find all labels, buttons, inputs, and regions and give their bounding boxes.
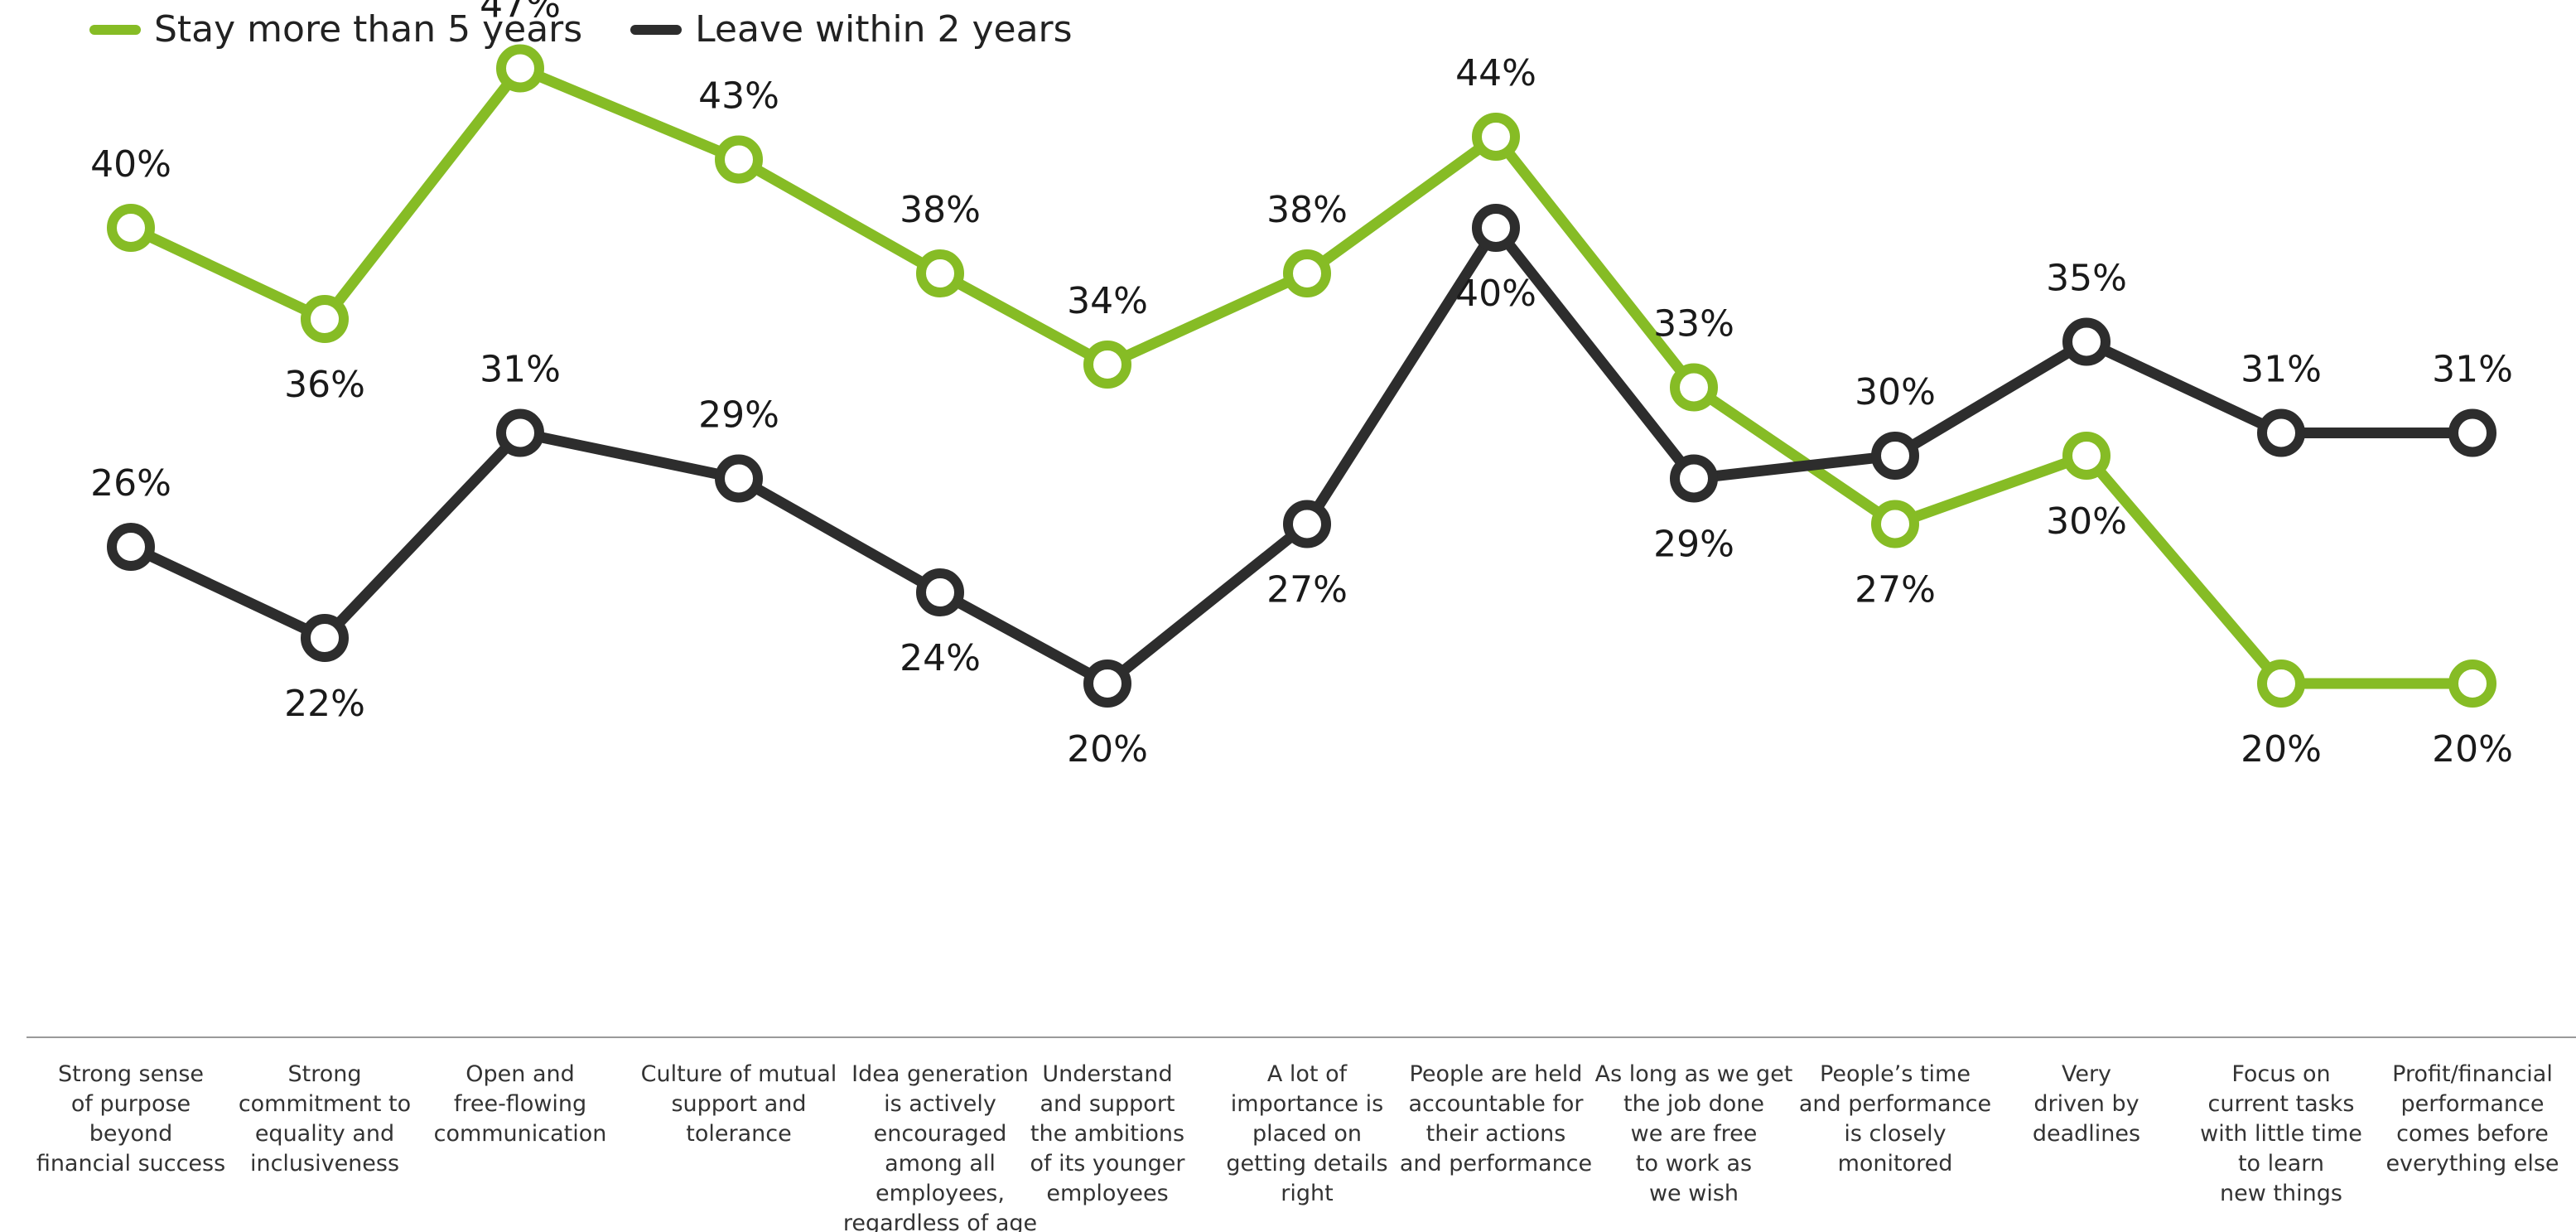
legend-item-stay[interactable]: Stay more than 5 years — [89, 8, 582, 51]
data-label-0-3: 43% — [698, 75, 779, 118]
data-point-0-11[interactable] — [2257, 659, 2305, 708]
data-point-0-4[interactable] — [916, 249, 964, 297]
data-point-0-9[interactable] — [1871, 500, 1919, 548]
category-label-3: Culture of mutual support and tolerance — [641, 1061, 837, 1147]
data-label-1-2: 31% — [480, 349, 561, 391]
data-label-1-12: 31% — [2432, 349, 2513, 391]
data-point-0-6[interactable] — [1283, 249, 1331, 297]
data-point-1-8[interactable] — [1670, 454, 1718, 503]
data-label-0-5: 34% — [1067, 280, 1148, 322]
data-point-0-5[interactable] — [1083, 341, 1131, 389]
data-point-1-1[interactable] — [301, 614, 349, 662]
data-point-1-6[interactable] — [1283, 500, 1331, 548]
legend-swatch-stay — [89, 24, 141, 35]
data-label-0-6: 38% — [1266, 189, 1348, 231]
category-label-10: Very driven by deadlines — [2033, 1061, 2140, 1147]
data-point-1-0[interactable] — [107, 523, 155, 571]
data-point-1-2[interactable] — [496, 408, 544, 457]
data-point-0-12[interactable] — [2448, 659, 2496, 708]
data-label-0-4: 38% — [900, 189, 981, 231]
data-label-0-9: 27% — [1855, 569, 1936, 611]
category-label-8: As long as we get the job done we are free… — [1595, 1061, 1793, 1206]
data-label-1-7: 40% — [1455, 273, 1536, 315]
data-point-1-10[interactable] — [2062, 317, 2110, 366]
data-point-0-10[interactable] — [2062, 432, 2110, 480]
category-label-11: Focus on current tasks with little time to … — [2200, 1061, 2362, 1206]
legend-item-leave[interactable]: Leave within 2 years — [630, 8, 1073, 51]
data-point-0-3[interactable] — [715, 135, 763, 184]
category-label-0: Strong sense of purpose beyond financial su… — [36, 1061, 225, 1176]
data-point-0-7[interactable] — [1472, 113, 1520, 161]
data-point-0-8[interactable] — [1670, 363, 1718, 412]
data-label-1-4: 24% — [900, 637, 981, 679]
category-label-9: People’s time and performance is closely mo… — [1799, 1061, 1991, 1176]
category-label-5: Understand and support the ambitions of its… — [1030, 1061, 1186, 1206]
data-point-0-2[interactable] — [496, 44, 544, 93]
data-label-0-2: 47% — [480, 0, 561, 27]
legend-swatch-leave — [630, 24, 683, 35]
data-point-1-9[interactable] — [1871, 432, 1919, 480]
data-label-1-6: 27% — [1266, 569, 1348, 611]
data-label-1-9: 30% — [1855, 371, 1936, 413]
data-point-0-1[interactable] — [301, 295, 349, 343]
legend-label-leave: Leave within 2 years — [695, 8, 1073, 51]
data-label-0-7: 44% — [1455, 52, 1536, 94]
data-point-1-12[interactable] — [2448, 408, 2496, 457]
data-label-1-0: 26% — [90, 462, 171, 505]
category-label-1: Strong commitment to equality and inclusive… — [239, 1061, 411, 1176]
category-label-4: Idea generation is actively encouraged amon… — [843, 1061, 1037, 1232]
data-label-1-11: 31% — [2241, 349, 2322, 391]
data-label-1-3: 29% — [698, 394, 779, 437]
data-label-0-10: 30% — [2046, 500, 2127, 543]
category-label-6: A lot of importance is placed on getting de… — [1226, 1061, 1387, 1206]
category-label-2: Open and free-flowing communication — [434, 1061, 607, 1147]
data-label-1-5: 20% — [1067, 728, 1148, 771]
data-label-0-0: 40% — [90, 143, 171, 186]
data-point-1-3[interactable] — [715, 454, 763, 503]
data-label-0-1: 36% — [284, 364, 365, 406]
data-label-0-12: 20% — [2432, 728, 2513, 771]
data-point-1-4[interactable] — [916, 568, 964, 616]
category-label-12: Profit/financial performance comes before e… — [2385, 1061, 2559, 1176]
legend: Stay more than 5 years Leave within 2 ye… — [89, 8, 1121, 51]
data-label-0-8: 33% — [1653, 303, 1734, 345]
data-point-1-5[interactable] — [1083, 659, 1131, 708]
legend-label-stay: Stay more than 5 years — [154, 8, 583, 51]
data-label-1-8: 29% — [1653, 524, 1734, 566]
data-point-1-11[interactable] — [2257, 408, 2305, 457]
data-label-1-10: 35% — [2046, 258, 2127, 300]
data-point-0-0[interactable] — [107, 204, 155, 252]
data-label-1-1: 22% — [284, 683, 365, 725]
category-label-7: People are held accountable for their acti… — [1400, 1061, 1592, 1176]
data-point-1-7[interactable] — [1472, 204, 1520, 252]
data-label-0-11: 20% — [2241, 728, 2322, 771]
